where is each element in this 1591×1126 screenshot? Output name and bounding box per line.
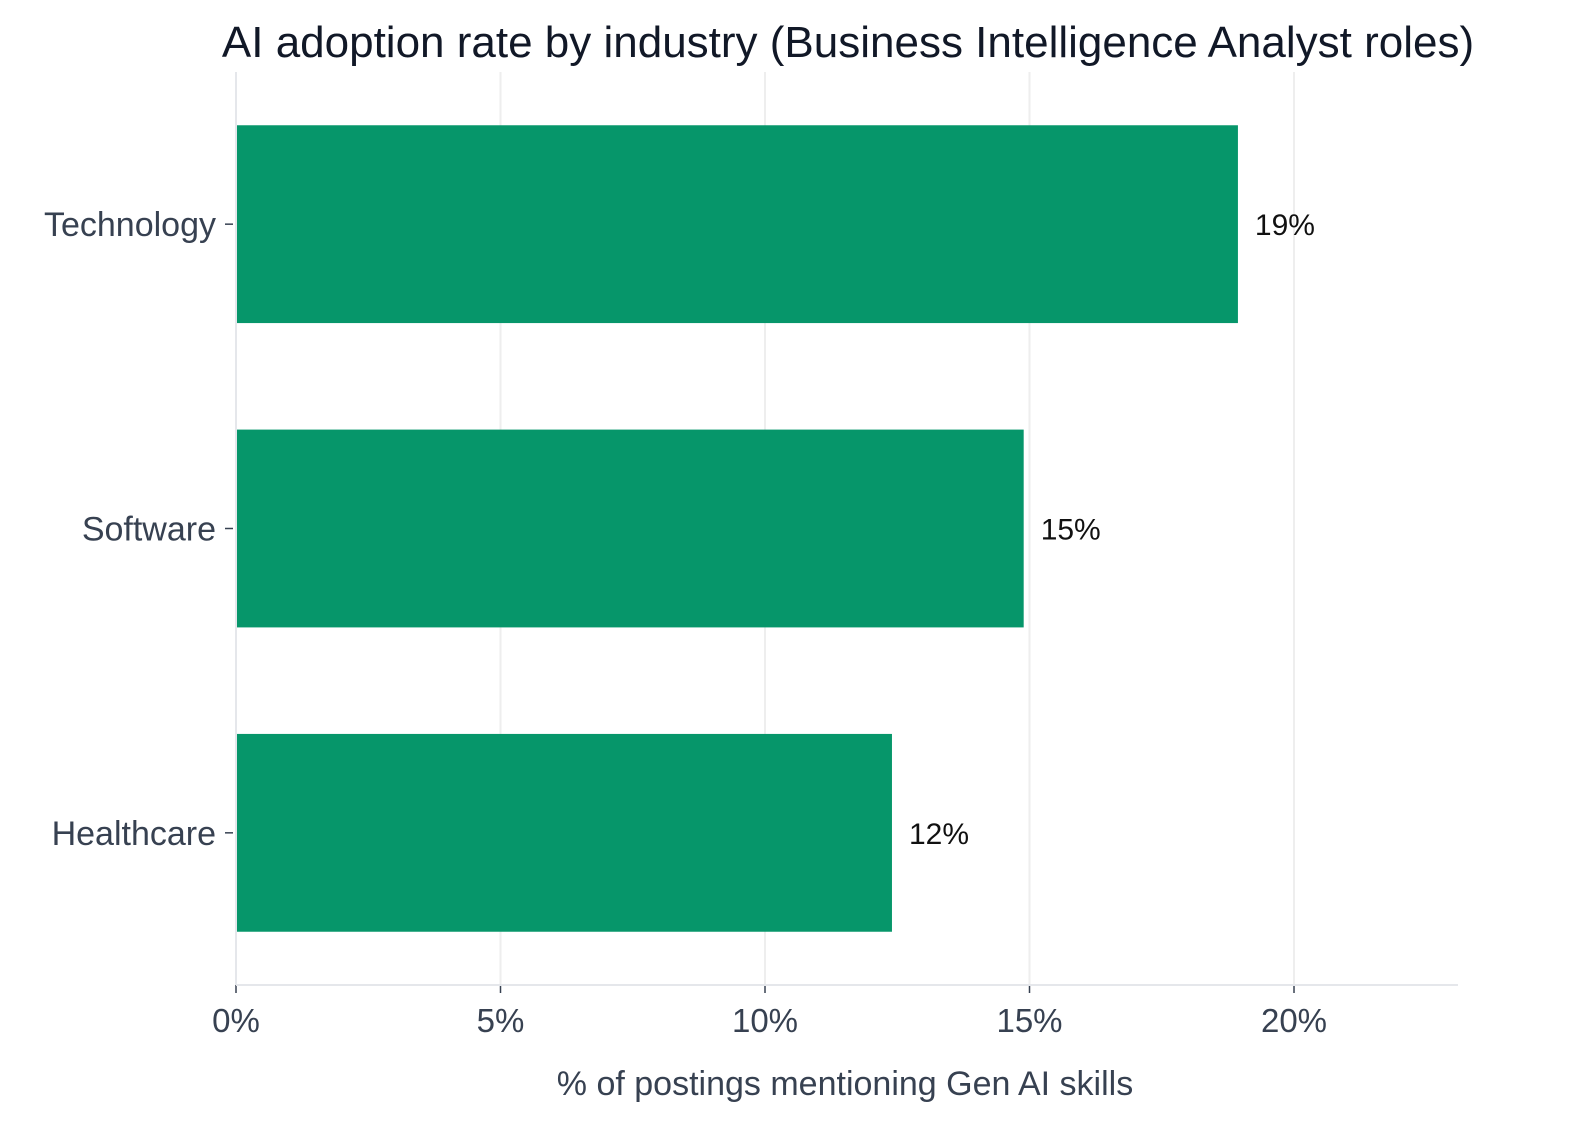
y-tick-label: Software (82, 511, 216, 549)
x-tick-label: 10% (732, 1002, 798, 1039)
bar-technology (236, 125, 1238, 324)
bar-value-label: 12% (909, 818, 969, 851)
bar-healthcare (236, 733, 892, 932)
bars (236, 125, 1238, 932)
chart-title: AI adoption rate by industry (Business I… (222, 18, 1474, 67)
x-tick-label: 5% (477, 1002, 525, 1039)
x-tick-label: 20% (1261, 1002, 1327, 1039)
x-tick-label: 0% (212, 1002, 260, 1039)
axes (225, 72, 1458, 993)
y-tick-label: Technology (44, 206, 216, 244)
x-tick-label: 15% (996, 1002, 1062, 1039)
bar-value-label: 15% (1041, 514, 1101, 547)
x-axis-label: % of postings mentioning Gen AI skills (557, 1065, 1133, 1103)
bar-software (236, 429, 1024, 628)
labels: 0% 5% 10% 15% 20% Technology 19% Software 15% Hea… (44, 206, 1327, 1039)
y-tick-label: Healthcare (52, 815, 216, 853)
bar-value-label: 19% (1255, 209, 1315, 242)
